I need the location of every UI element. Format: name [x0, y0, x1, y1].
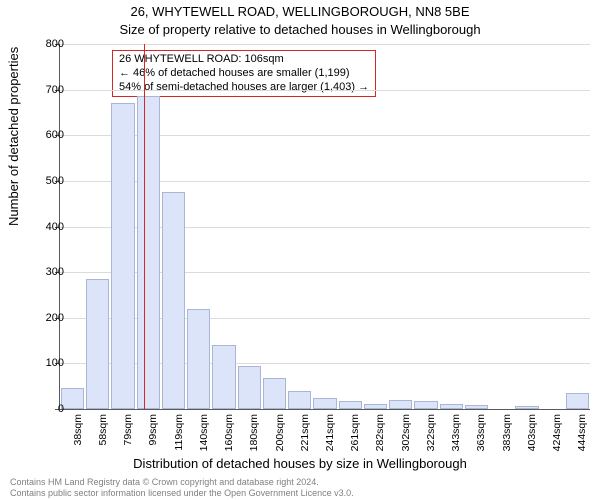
histogram-bar	[465, 405, 488, 409]
attribution-line1: Contains HM Land Registry data © Crown c…	[10, 477, 354, 487]
xtick-label: 160sqm	[223, 414, 235, 464]
ytick-label: 200	[24, 312, 64, 324]
chart-title-line2: Size of property relative to detached ho…	[0, 22, 600, 37]
reference-line	[144, 44, 146, 409]
chart-title-line1: 26, WHYTEWELL ROAD, WELLINGBOROUGH, NN8 …	[0, 4, 600, 19]
histogram-bar	[440, 404, 463, 409]
ytick-label: 800	[24, 38, 64, 50]
y-axis-label: Number of detached properties	[6, 47, 21, 226]
histogram-bar	[389, 400, 412, 409]
xtick-label: 38sqm	[72, 414, 84, 464]
xtick-label: 261sqm	[349, 414, 361, 464]
ytick-label: 500	[24, 175, 64, 187]
xtick-label: 119sqm	[173, 414, 185, 464]
ytick-label: 100	[24, 357, 64, 369]
histogram-bar	[212, 345, 235, 409]
histogram-bar	[137, 96, 160, 409]
xtick-label: 140sqm	[198, 414, 210, 464]
xtick-label: 424sqm	[551, 414, 563, 464]
xtick-label: 322sqm	[425, 414, 437, 464]
ytick-label: 400	[24, 221, 64, 233]
xtick-label: 343sqm	[450, 414, 462, 464]
plot-area: 26 WHYTEWELL ROAD: 106sqm ← 46% of detac…	[59, 44, 590, 410]
xtick-label: 58sqm	[97, 414, 109, 464]
xtick-label: 363sqm	[475, 414, 487, 464]
histogram-bar	[162, 192, 185, 409]
annotation-line2: ← 46% of detached houses are smaller (1,…	[119, 67, 369, 81]
annotation-line3: 54% of semi-detached houses are larger (…	[119, 81, 369, 95]
grid-line	[60, 90, 590, 91]
histogram-chart: 26, WHYTEWELL ROAD, WELLINGBOROUGH, NN8 …	[0, 0, 600, 500]
histogram-bar	[238, 366, 261, 409]
histogram-bar	[515, 406, 538, 409]
xtick-label: 180sqm	[248, 414, 260, 464]
histogram-bar	[566, 393, 589, 409]
histogram-bar	[288, 391, 311, 409]
histogram-bar	[86, 279, 109, 409]
annotation-line1: 26 WHYTEWELL ROAD: 106sqm	[119, 53, 369, 67]
xtick-label: 282sqm	[374, 414, 386, 464]
ytick-label: 0	[24, 403, 64, 415]
xtick-label: 383sqm	[501, 414, 513, 464]
histogram-bar	[414, 401, 437, 409]
histogram-bar	[61, 388, 84, 409]
histogram-bar	[339, 401, 362, 409]
xtick-label: 79sqm	[122, 414, 134, 464]
ytick-label: 700	[24, 84, 64, 96]
attribution-text: Contains HM Land Registry data © Crown c…	[10, 477, 354, 498]
xtick-label: 444sqm	[576, 414, 588, 464]
ytick-label: 600	[24, 129, 64, 141]
histogram-bar	[263, 378, 286, 409]
attribution-line2: Contains public sector information licen…	[10, 488, 354, 498]
xtick-label: 99sqm	[147, 414, 159, 464]
histogram-bar	[111, 103, 134, 409]
xtick-label: 302sqm	[400, 414, 412, 464]
histogram-bar	[313, 398, 336, 409]
ytick-label: 300	[24, 266, 64, 278]
histogram-bar	[364, 404, 387, 409]
histogram-bar	[187, 309, 210, 409]
xtick-label: 200sqm	[274, 414, 286, 464]
xtick-label: 241sqm	[324, 414, 336, 464]
grid-line	[60, 44, 590, 45]
xtick-label: 221sqm	[299, 414, 311, 464]
xtick-label: 403sqm	[526, 414, 538, 464]
